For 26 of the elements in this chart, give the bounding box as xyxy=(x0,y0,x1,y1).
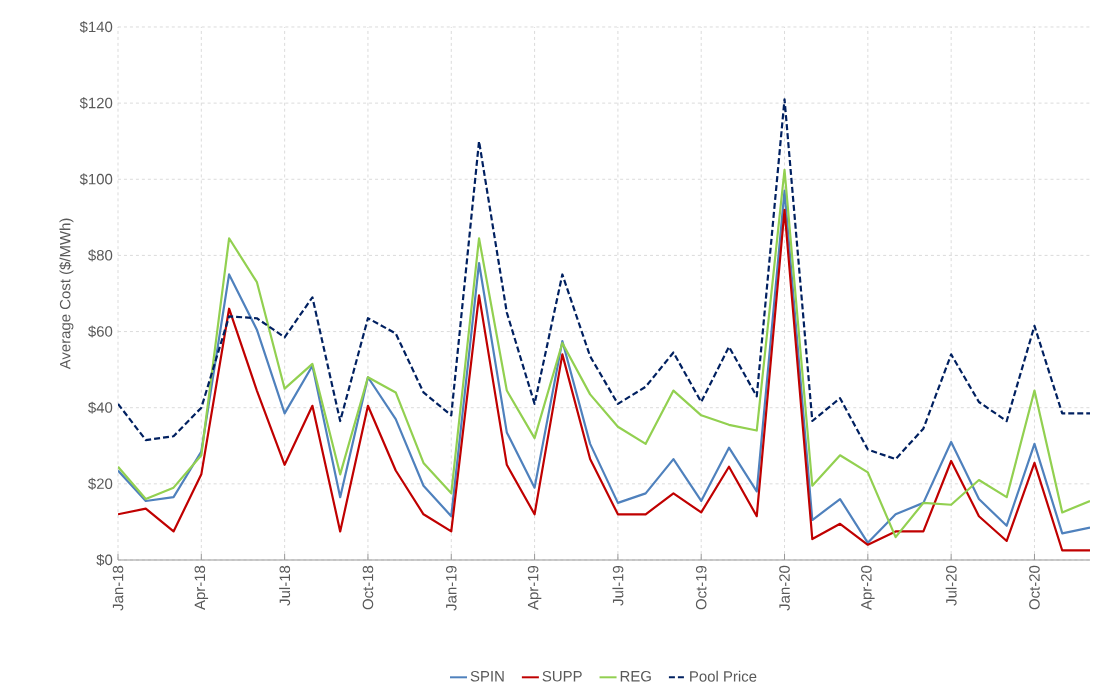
x-tick-label: Jan-20 xyxy=(779,565,790,611)
legend-label: SPIN xyxy=(470,670,504,682)
y-tick-label: $20 xyxy=(88,477,113,490)
x-tick-label: Jul-19 xyxy=(612,565,624,606)
x-tick-label: Oct-18 xyxy=(362,565,374,610)
x-tick-label: Apr-19 xyxy=(527,565,542,610)
y-tick-label: $60 xyxy=(88,325,113,338)
y-axis-title: Average Cost ($/MWh) xyxy=(59,218,74,370)
x-tick-label: Oct-20 xyxy=(1029,565,1040,610)
x-tick-label: Jul-18 xyxy=(279,565,291,606)
y-tick-label: $120 xyxy=(79,97,113,110)
x-tick-label: Apr-20 xyxy=(861,565,875,610)
y-tick-label: $40 xyxy=(88,401,113,414)
x-tick-label: Jan-18 xyxy=(112,565,124,611)
line-series xyxy=(118,98,1091,461)
y-tick-label: $100 xyxy=(79,173,113,186)
y-tick-label: $80 xyxy=(88,249,113,262)
x-tick-label: Jan-19 xyxy=(445,565,457,611)
y-tick-label: $0 xyxy=(96,553,113,567)
x-tick-label: Apr-18 xyxy=(194,565,209,610)
x-tick-label: Jul-20 xyxy=(945,565,957,606)
y-tick-label: $140 xyxy=(79,20,113,34)
legend-label: REG xyxy=(620,670,651,682)
x-tick-label: Oct-19 xyxy=(695,565,707,610)
legend-label: SUPP xyxy=(542,670,582,682)
legend-label: Pool Price xyxy=(690,670,757,682)
